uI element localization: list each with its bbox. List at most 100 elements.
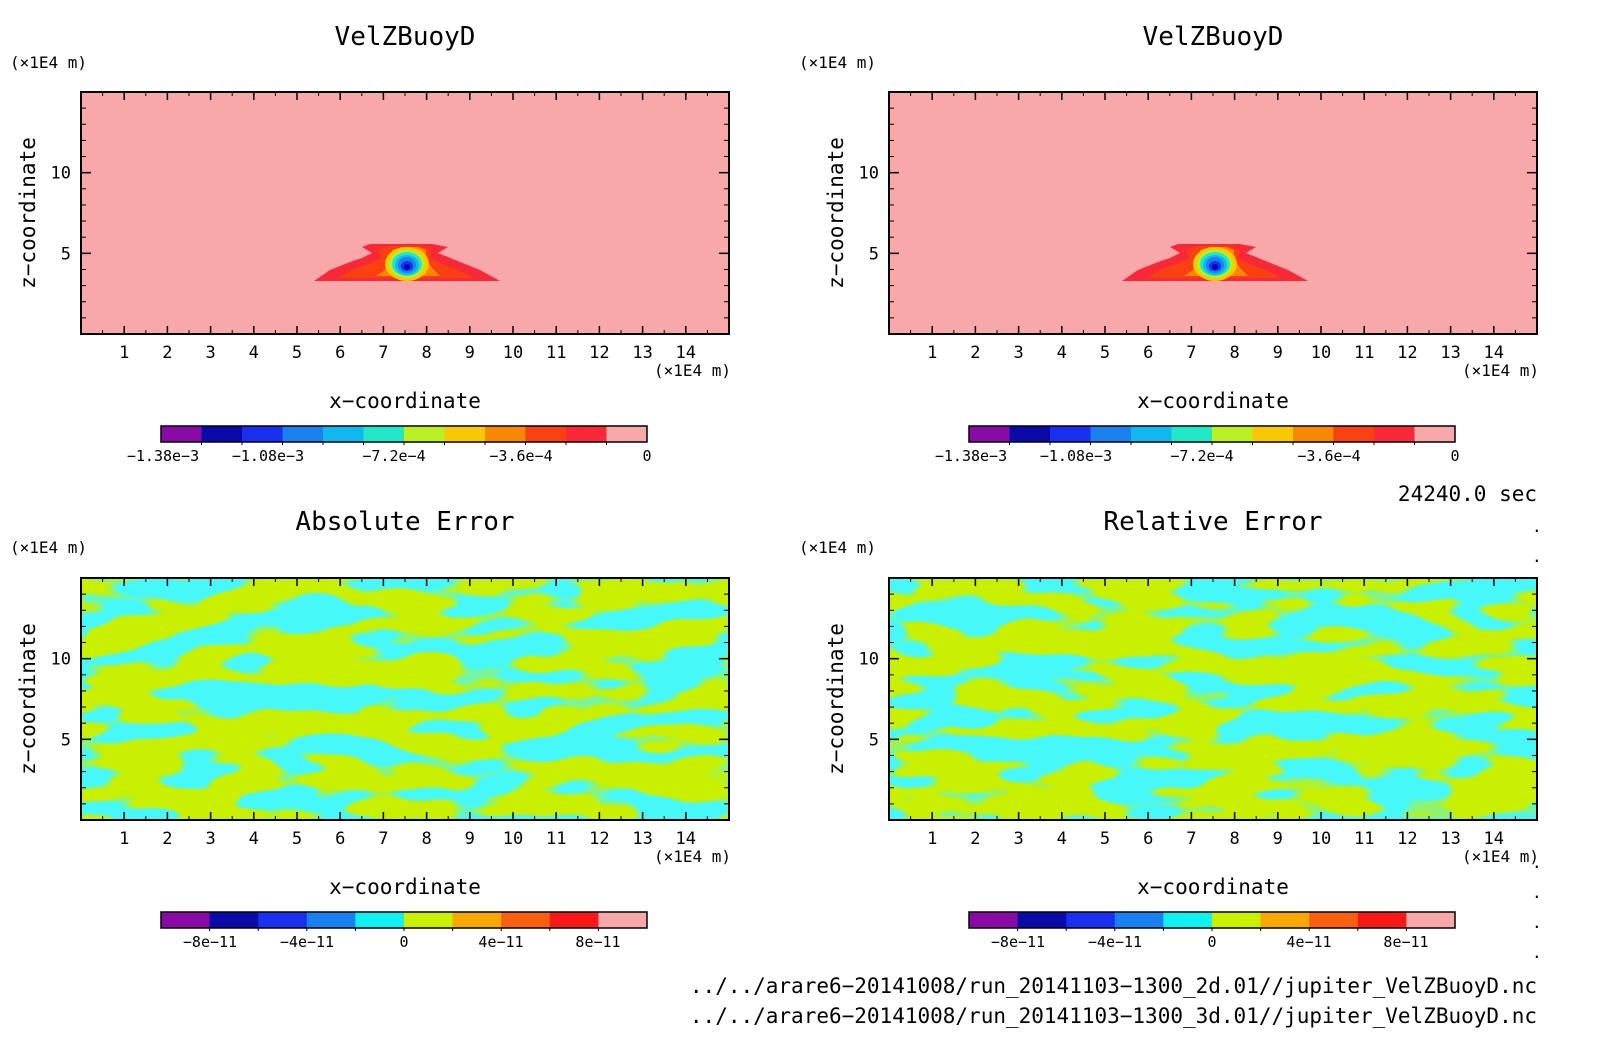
- x-tick-label: 4: [1057, 829, 1067, 849]
- dot-marker: .: [1532, 913, 1542, 932]
- colorbar-labels: −1.38e−3 −1.08e−3 −7.2e−4 −3.6e−4 0: [935, 447, 1460, 465]
- file-path-2d: ../../arare6−20141008/run_20141103−1300_…: [690, 974, 1537, 998]
- x-tick-label: 5: [292, 829, 302, 849]
- colorbar: [160, 911, 648, 931]
- x-unit-label: (×1E4 m): [1462, 847, 1539, 866]
- colorbar-label: 0: [399, 933, 408, 951]
- x-tick-label: 12: [1397, 343, 1417, 363]
- y-ticks: 5 10: [51, 593, 729, 805]
- colorbar-label: −4e−11: [280, 933, 334, 951]
- colorbar-label: −4e−11: [1088, 933, 1142, 951]
- colorbar-segment: [1252, 426, 1294, 442]
- colorbar-segment: [969, 426, 1010, 442]
- colorbar-segment: [1131, 426, 1172, 442]
- x-axis-label: x−coordinate: [329, 875, 481, 899]
- colorbar-segment: [1017, 912, 1067, 928]
- x-tick-label: 11: [1354, 343, 1374, 363]
- colorbar-segment: [161, 912, 211, 928]
- x-tick-label: 11: [546, 343, 566, 363]
- colorbar-segment: [1009, 426, 1051, 442]
- error-noise-field: [889, 578, 1537, 820]
- colorbar-label: 8e−11: [575, 933, 620, 951]
- time-label: 24240.0 sec: [1398, 482, 1537, 506]
- colorbar-segment: [1309, 912, 1359, 928]
- x-tick-label: 9: [1273, 343, 1283, 363]
- colorbar-segment: [549, 912, 599, 928]
- colorbar-label: 4e−11: [478, 933, 523, 951]
- colorbar-segment: [323, 426, 364, 442]
- panel-bottom-right: Relative Error (×1E4 m) 1 2 3 4 5 6 7 8 9 10 11 12 1…: [799, 507, 1539, 951]
- x-tick-label: 12: [1397, 829, 1417, 849]
- colorbar-segment: [452, 912, 502, 928]
- colorbar-segment: [598, 912, 648, 928]
- y-tick-label: 10: [51, 650, 71, 670]
- y-axis-label: z−coordinate: [16, 137, 40, 289]
- x-tick-label: 14: [676, 829, 696, 849]
- y-tick-label: 5: [869, 244, 879, 264]
- colorbar-label: 0: [642, 447, 651, 465]
- colorbar-segment: [566, 426, 607, 442]
- x-axis-label: x−coordinate: [329, 389, 481, 413]
- x-tick-label: 12: [589, 343, 609, 363]
- x-tick-label: 5: [292, 343, 302, 363]
- colorbar-segment: [1357, 912, 1407, 928]
- dot-marker: .: [1532, 883, 1542, 902]
- anomaly-contours: [1122, 244, 1308, 281]
- x-axis-label: x−coordinate: [1137, 875, 1289, 899]
- colorbar-segment: [242, 426, 283, 442]
- x-tick-label: 12: [589, 829, 609, 849]
- y-tick-label: 10: [51, 164, 71, 184]
- x-tick-label: 4: [249, 829, 259, 849]
- x-tick-label: 7: [378, 829, 388, 849]
- colorbar-segment: [1293, 426, 1334, 442]
- colorbar-segment: [525, 426, 567, 442]
- colorbar-segment: [1212, 426, 1253, 442]
- colorbar-label: 0: [1450, 447, 1459, 465]
- x-ticks: 1 2 3 4 5 6 7 8 9 10 11 12 13 14: [910, 92, 1516, 363]
- colorbar-segment: [501, 912, 551, 928]
- x-tick-label: 6: [1143, 829, 1153, 849]
- dot-marker: .: [1532, 517, 1542, 536]
- colorbar-segment: [1212, 912, 1262, 928]
- dot-marker: .: [1532, 943, 1542, 962]
- plot-area: [889, 92, 1537, 334]
- x-tick-label: 1: [119, 343, 129, 363]
- colorbar-segment: [1333, 426, 1375, 442]
- panel-title: Relative Error: [1103, 507, 1322, 537]
- x-axis-label: x−coordinate: [1137, 389, 1289, 413]
- colorbar-segment: [161, 426, 202, 442]
- panel-bottom-left: Absolute Error (×1E4 m) 1 2 3 4 5 6 7 8 9 10 11 12 1…: [10, 507, 731, 951]
- y-unit-label: (×1E4 m): [799, 538, 876, 557]
- dot-marker: .: [1532, 547, 1542, 566]
- x-tick-label: 8: [1229, 829, 1239, 849]
- panel-top-right: VelZBuoyD (×1E4 m) 1 2 3 4 5 6 7 8 9 10 11 12 13 14 5…: [799, 22, 1539, 465]
- x-tick-label: 7: [1186, 829, 1196, 849]
- x-tick-label: 10: [503, 343, 523, 363]
- x-tick-label: 2: [162, 829, 172, 849]
- colorbar-segment: [1114, 912, 1164, 928]
- colorbar-label: −8e−11: [991, 933, 1045, 951]
- y-ticks: 5 10: [51, 107, 729, 319]
- colorbar-segment: [606, 426, 648, 442]
- y-tick-label: 5: [61, 244, 71, 264]
- dot-marker: .: [1532, 853, 1542, 872]
- anomaly-contours: [314, 244, 500, 281]
- colorbar-segment: [209, 912, 259, 928]
- error-noise-field: [81, 578, 729, 820]
- colorbar-segment: [1171, 426, 1213, 442]
- colorbar: [968, 425, 1456, 445]
- x-tick-label: 9: [1273, 829, 1283, 849]
- x-tick-label: 8: [1229, 343, 1239, 363]
- colorbar-segment: [1374, 426, 1415, 442]
- panel-top-left: VelZBuoyD (×1E4 m) 1 2 3 4 5 6 7 8 9 10 11 12 13 14 5…: [10, 22, 731, 465]
- x-ticks: 1 2 3 4 5 6 7 8 9 10 11 12 13 14: [910, 578, 1516, 849]
- colorbar-label: −8e−11: [183, 933, 237, 951]
- colorbar-segment: [444, 426, 486, 442]
- colorbar-segment: [258, 912, 308, 928]
- x-tick-label: 10: [1311, 343, 1331, 363]
- colorbar-segment: [201, 426, 243, 442]
- x-tick-label: 3: [205, 829, 215, 849]
- x-ticks: 1 2 3 4 5 6 7 8 9 10 11 12 13 14: [102, 578, 708, 849]
- colorbar-segment: [404, 426, 445, 442]
- colorbar-segment: [1260, 912, 1310, 928]
